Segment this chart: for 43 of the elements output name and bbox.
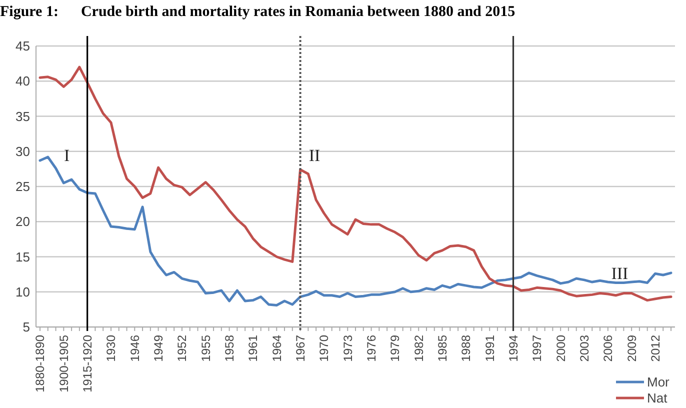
annotation: II	[308, 146, 320, 165]
y-tick-label: 40	[16, 74, 30, 89]
x-tick-label: 1988	[459, 334, 474, 362]
x-tick-label: 2006	[601, 334, 616, 362]
y-tick-label: 15	[16, 249, 30, 264]
y-tick-label: 30	[16, 144, 30, 159]
x-tick-label: 1955	[198, 334, 213, 362]
x-tick-label: 2000	[554, 334, 568, 362]
annotation: I	[64, 146, 70, 165]
x-tick-label: 1900-1905	[56, 334, 71, 392]
x-tick-label: 1958	[222, 334, 236, 362]
x-tick-label: 1961	[246, 334, 260, 362]
x-tick-label: 1982	[412, 334, 426, 362]
chart-title: Figure 1: Crude birth and mortality rates in Romania between 1880 and 2015	[0, 4, 516, 20]
legend-label: Nat	[647, 390, 668, 406]
x-tick-label: 1976	[364, 334, 378, 362]
y-tick-label: 35	[16, 108, 30, 124]
y-tick-label: 10	[16, 284, 30, 300]
x-tick-label: 1997	[530, 334, 544, 362]
y-tick-label: 5	[22, 320, 30, 335]
y-tick-label: 20	[16, 214, 30, 230]
x-tick-label: 1979	[388, 334, 402, 362]
x-tick-label: 1967	[293, 334, 308, 362]
x-tick-label: 1994	[506, 334, 520, 362]
x-tick-label: 2009	[624, 334, 639, 362]
x-tick-label: 1930	[104, 334, 118, 362]
annotation: III	[611, 264, 629, 283]
x-tick-label: 2003	[577, 334, 592, 362]
x-tick-label: 1952	[175, 334, 190, 362]
x-tick-label: 1880-1890	[33, 334, 48, 392]
x-tick-label: 1973	[340, 334, 355, 362]
y-tick-label: 45	[16, 38, 30, 54]
line-series	[38, 66, 672, 302]
x-tick-label: 1946	[128, 334, 142, 362]
legend-label: Mor	[647, 374, 670, 390]
x-tick-label: 1964	[270, 334, 284, 362]
x-tick-label: 1915-1920	[80, 334, 95, 392]
x-tick-label: 1970	[317, 334, 332, 362]
y-tick-label: 25	[16, 179, 30, 194]
x-tick-label: 1991	[482, 334, 497, 362]
x-tick-label: 1985	[435, 334, 450, 362]
x-tick-label: 1949	[152, 334, 166, 362]
x-tick-label: 2012	[648, 334, 662, 362]
